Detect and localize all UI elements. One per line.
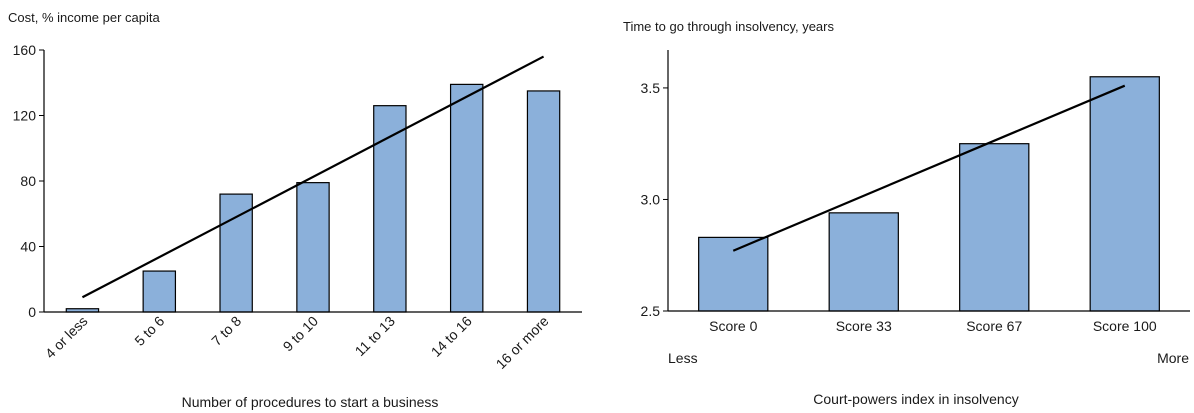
category-label: Score 0	[709, 318, 757, 334]
y-tick-label: 0	[28, 304, 36, 320]
axis-less-label: Less	[668, 350, 698, 366]
bar	[373, 105, 407, 313]
bar	[142, 270, 177, 313]
category-label: 14 to 16	[428, 313, 475, 360]
y-tick: 2.5	[641, 303, 668, 319]
cost-bars	[65, 83, 561, 313]
category-label: Score 100	[1093, 318, 1157, 334]
y-tick: 3.5	[641, 80, 668, 96]
y-tick-label: 120	[13, 108, 37, 124]
category-label: 5 to 6	[131, 313, 167, 349]
bar	[698, 236, 769, 312]
cost-y-axis: 0 40 80 120 160	[13, 42, 44, 320]
y-tick: 80	[20, 173, 44, 189]
y-tick: 160	[13, 42, 44, 58]
bar	[828, 212, 899, 312]
category-label: Score 33	[836, 318, 892, 334]
category-label: Score 67	[966, 318, 1022, 334]
cost-trendline	[81, 55, 545, 299]
y-tick-label: 80	[20, 173, 36, 189]
bar	[526, 90, 561, 313]
y-tick: 0	[28, 304, 44, 320]
insolvency-trendline	[732, 84, 1126, 252]
insolvency-x-axis-label: Court-powers index in insolvency	[813, 391, 1018, 407]
y-tick-label: 40	[20, 239, 36, 255]
cost-category-labels: 4 or less 5 to 6 7 to 8 9 to 10 11 to 13 14 t…	[42, 313, 552, 372]
category-label: 9 to 10	[280, 313, 322, 355]
bar	[219, 193, 253, 313]
bar	[296, 182, 330, 313]
trend-line	[732, 84, 1126, 252]
y-tick: 120	[13, 108, 44, 124]
insolvency-chart-title: Time to go through insolvency, years	[623, 19, 834, 34]
category-label: 7 to 8	[208, 313, 244, 349]
insolvency-bars	[698, 76, 1160, 312]
y-tick-label: 160	[13, 42, 37, 58]
insolvency-y-axis: 2.5 3.0 3.5	[641, 80, 668, 319]
y-tick-label: 3.5	[641, 80, 661, 96]
category-label: 4 or less	[42, 313, 91, 362]
bar	[1089, 76, 1160, 312]
cost-plot-frame	[43, 50, 582, 313]
insolvency-category-labels: Score 0 Score 33 Score 67 Score 100	[709, 318, 1157, 334]
bar	[449, 83, 484, 313]
category-label: 11 to 13	[352, 313, 399, 360]
y-tick-label: 2.5	[641, 303, 661, 319]
trend-line	[81, 55, 545, 299]
y-tick-label: 3.0	[641, 191, 661, 207]
cost-x-axis-label: Number of procedures to start a business	[182, 394, 439, 410]
bar	[959, 143, 1030, 312]
cost-chart: Cost, % income per capita 0 40 80 120 160 4 …	[8, 10, 582, 410]
y-tick: 40	[20, 239, 44, 255]
y-tick: 3.0	[641, 191, 668, 207]
axis-more-label: More	[1157, 350, 1189, 366]
insolvency-plot-frame	[667, 50, 1190, 312]
insolvency-chart: Time to go through insolvency, years 2.5…	[623, 19, 1190, 407]
category-label: 16 or more	[493, 313, 552, 372]
cost-chart-title: Cost, % income per capita	[8, 10, 161, 25]
